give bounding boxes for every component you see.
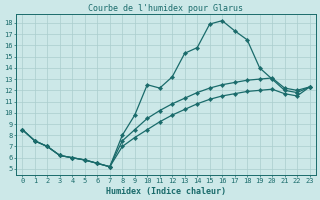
X-axis label: Humidex (Indice chaleur): Humidex (Indice chaleur) <box>106 187 226 196</box>
Title: Courbe de l'humidex pour Glarus: Courbe de l'humidex pour Glarus <box>89 4 244 13</box>
